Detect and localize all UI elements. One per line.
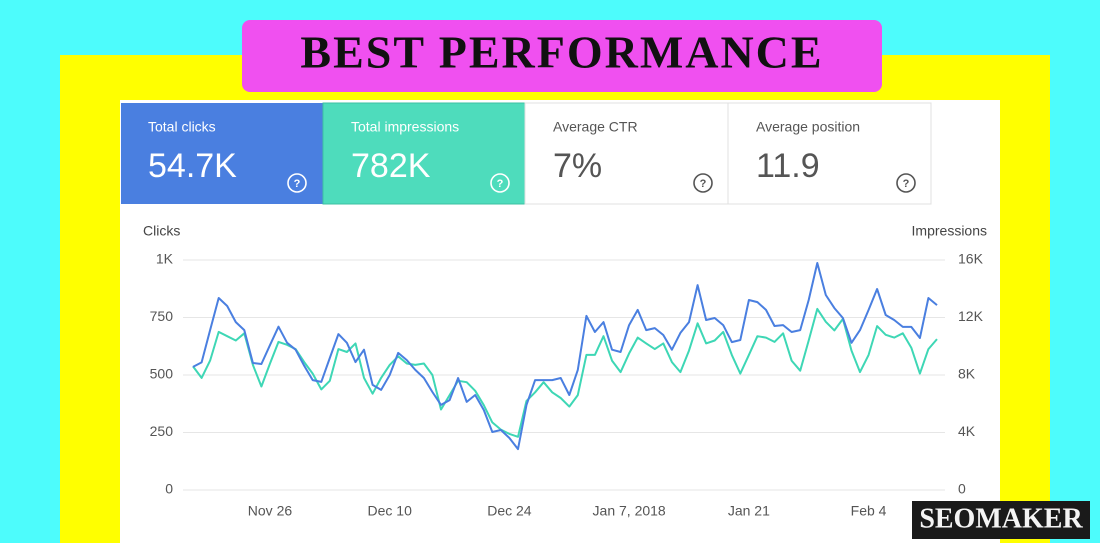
y-tick-label: 0 [165, 481, 173, 497]
x-tick-label: Dec 24 [487, 503, 532, 519]
y-tick-label: 250 [150, 423, 174, 439]
help-glyph: ? [700, 178, 707, 190]
card-value: 54.7K [148, 147, 237, 185]
card-label: Total impressions [351, 119, 459, 135]
y2-tick-label: 12K [958, 308, 984, 324]
y2-tick-label: 16K [958, 251, 984, 267]
help-icon[interactable] [490, 173, 510, 193]
help-icons [287, 173, 916, 193]
x-tick-label: Jan 7, 2018 [593, 503, 666, 519]
help-glyph: ? [903, 178, 910, 190]
help-marks: ? ? ? ? [294, 178, 910, 190]
card-label: Total clicks [148, 119, 216, 135]
y2-axis-title: Impressions [912, 223, 987, 239]
y2-tick-label: 0 [958, 481, 966, 497]
y2-tick-label: 8K [958, 366, 976, 382]
help-icon[interactable] [896, 173, 916, 193]
x-tick-label: Dec 10 [368, 503, 413, 519]
card-value: 782K [351, 147, 431, 185]
card-value: 7% [553, 147, 602, 185]
plot: 0 250 500 750 1K 0 4K 8K 12K 16K Nov 26 Dec 10 Dec 2… [150, 251, 984, 519]
y-tick-label: 1K [156, 251, 174, 267]
help-icon[interactable] [287, 173, 307, 193]
help-glyph: ? [294, 178, 301, 190]
help-icon[interactable] [693, 173, 713, 193]
help-glyph: ? [497, 178, 504, 190]
watermark: SEOMAKER [919, 503, 1083, 534]
y-tick-label: 750 [150, 308, 174, 324]
card-label: Average position [756, 119, 860, 135]
x-tick-label: Jan 21 [728, 503, 770, 519]
banner-title: BEST PERFORMANCE [300, 27, 823, 78]
y-axis-title: Clicks [143, 223, 180, 239]
card-value: 11.9 [756, 147, 820, 185]
y2-tick-label: 4K [958, 423, 976, 439]
series-line [192, 262, 938, 451]
watermark-box [912, 501, 1090, 539]
card-label: Average CTR [553, 119, 638, 135]
y-tick-label: 500 [150, 366, 174, 382]
x-tick-label: Nov 26 [248, 503, 293, 519]
banner-box [242, 20, 882, 92]
x-tick-label: Feb 4 [851, 503, 887, 519]
